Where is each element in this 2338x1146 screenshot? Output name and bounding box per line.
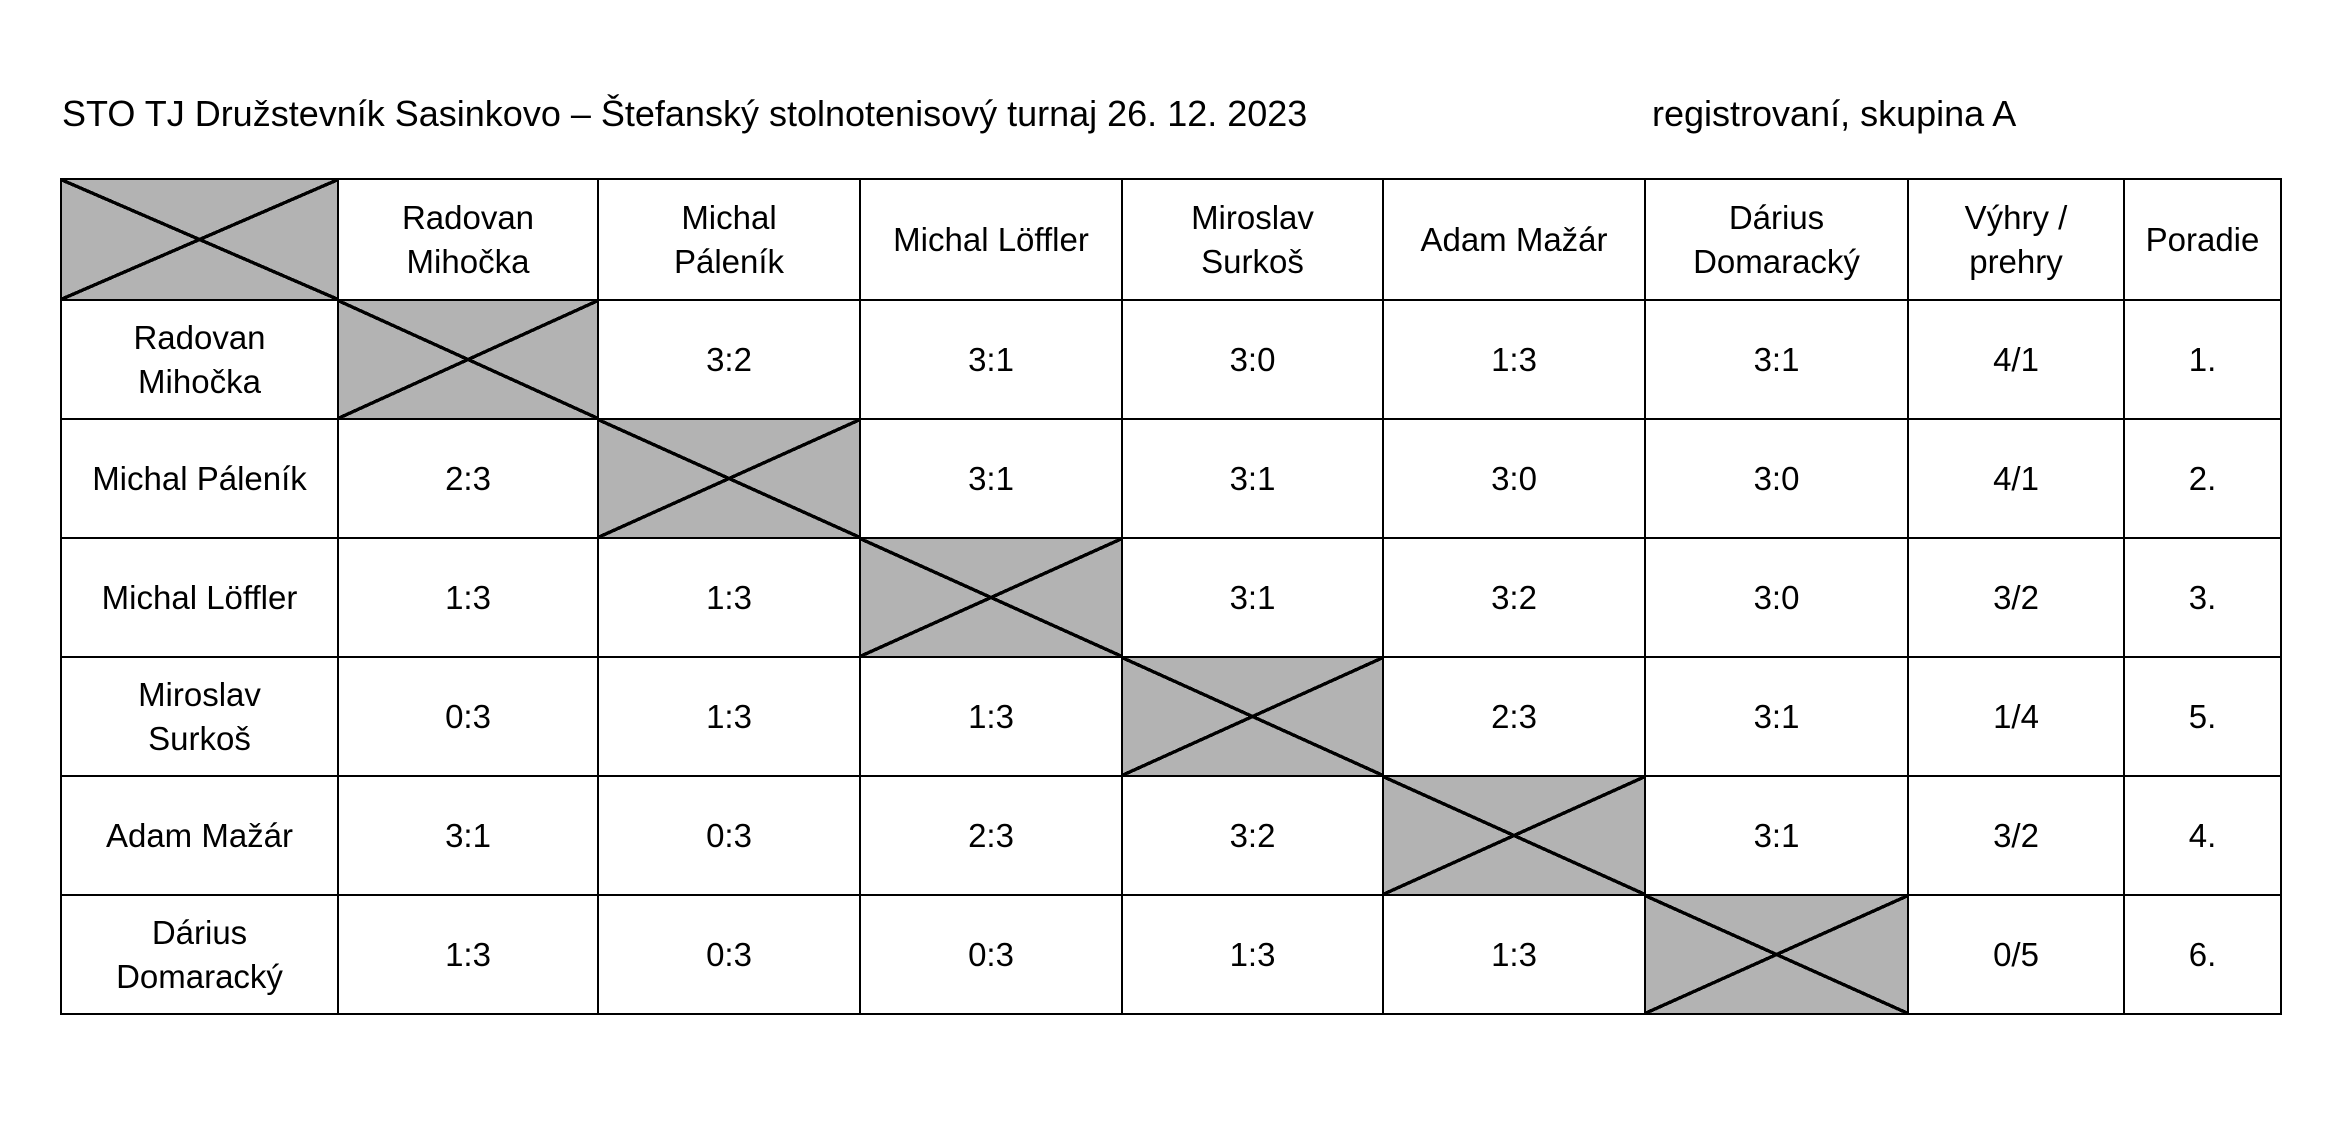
record-cell: 3/2 — [1907, 537, 2125, 658]
score-cell: 3:1 — [859, 418, 1123, 539]
score-cell: 3:2 — [1382, 537, 1646, 658]
score-cell: 2:3 — [337, 418, 599, 539]
player-name-cell: Michal Páleník — [60, 418, 339, 539]
record-cell: 4/1 — [1907, 418, 2125, 539]
score-cell: 3:1 — [1644, 299, 1909, 420]
score-cell: 3:0 — [1121, 299, 1384, 420]
score-cell: 1:3 — [1382, 894, 1646, 1015]
column-header-surkos: Miroslav Surkoš — [1121, 178, 1384, 301]
table-row: Michal Páleník 2:3 3:1 3:1 3:0 3:0 4/1 2… — [60, 418, 2282, 539]
score-cell: 1:3 — [597, 537, 861, 658]
score-cell: 1:3 — [597, 656, 861, 777]
column-header-loffler: Michal Löffler — [859, 178, 1123, 301]
diagonal-self-cell — [1382, 775, 1646, 896]
rank-cell: 2. — [2123, 418, 2282, 539]
diagonal-self-cell — [1121, 656, 1384, 777]
score-cell: 3:1 — [337, 775, 599, 896]
column-header-mazar: Adam Mažár — [1382, 178, 1646, 301]
column-header-palenik: Michal Páleník — [597, 178, 861, 301]
header-row: Radovan Mihočka Michal Páleník Michal Lö… — [60, 178, 2282, 301]
rank-cell: 6. — [2123, 894, 2282, 1015]
record-cell: 0/5 — [1907, 894, 2125, 1015]
player-name-cell: Radovan Mihočka — [60, 299, 339, 420]
player-name-cell: Adam Mažár — [60, 775, 339, 896]
table-row: Miroslav Surkoš 0:3 1:3 1:3 2:3 3:1 1/4 … — [60, 656, 2282, 777]
table-row: Michal Löffler 1:3 1:3 3:1 3:2 3:0 3/2 3… — [60, 537, 2282, 658]
player-name-cell: Dárius Domaracký — [60, 894, 339, 1015]
rank-cell: 3. — [2123, 537, 2282, 658]
diagonal-self-cell — [597, 418, 861, 539]
score-cell: 3:1 — [1644, 775, 1909, 896]
rank-cell: 1. — [2123, 299, 2282, 420]
score-cell: 3:0 — [1644, 418, 1909, 539]
record-cell: 3/2 — [1907, 775, 2125, 896]
column-header-domaracky: Dárius Domaracký — [1644, 178, 1909, 301]
score-cell: 3:1 — [1121, 537, 1384, 658]
results-table: Radovan Mihočka Michal Páleník Michal Lö… — [60, 178, 2282, 1015]
diagonal-self-cell — [1644, 894, 1909, 1015]
score-cell: 0:3 — [859, 894, 1123, 1015]
table-row: Adam Mažár 3:1 0:3 2:3 3:2 3:1 3/2 4. — [60, 775, 2282, 896]
score-cell: 0:3 — [597, 894, 861, 1015]
score-cell: 3:1 — [1121, 418, 1384, 539]
diagonal-self-cell — [859, 537, 1123, 658]
score-cell: 1:3 — [1121, 894, 1384, 1015]
score-cell: 3:1 — [859, 299, 1123, 420]
score-cell: 0:3 — [337, 656, 599, 777]
score-cell: 2:3 — [1382, 656, 1646, 777]
document-header: STO TJ Družstevník Sasinkovo – Štefanský… — [0, 92, 2338, 136]
column-header-rank: Poradie — [2123, 178, 2282, 301]
column-header-record: Výhry / prehry — [1907, 178, 2125, 301]
score-cell: 1:3 — [1382, 299, 1646, 420]
group-label: registrovaní, skupina A — [1652, 93, 2017, 134]
score-cell: 3:1 — [1644, 656, 1909, 777]
column-header-mihocka: Radovan Mihočka — [337, 178, 599, 301]
record-cell: 4/1 — [1907, 299, 2125, 420]
table-row: Radovan Mihočka 3:2 3:1 3:0 1:3 3:1 4/1 … — [60, 299, 2282, 420]
score-cell: 3:2 — [597, 299, 861, 420]
rank-cell: 4. — [2123, 775, 2282, 896]
player-name-cell: Miroslav Surkoš — [60, 656, 339, 777]
score-cell: 1:3 — [337, 894, 599, 1015]
page-title: STO TJ Družstevník Sasinkovo – Štefanský… — [62, 93, 1308, 134]
table-row: Dárius Domaracký 1:3 0:3 0:3 1:3 1:3 0/5… — [60, 894, 2282, 1015]
score-cell: 0:3 — [597, 775, 861, 896]
record-cell: 1/4 — [1907, 656, 2125, 777]
diagonal-self-cell — [337, 299, 599, 420]
player-name-cell: Michal Löffler — [60, 537, 339, 658]
score-cell: 1:3 — [859, 656, 1123, 777]
score-cell: 2:3 — [859, 775, 1123, 896]
diagonal-corner-cell — [60, 178, 339, 301]
score-cell: 3:0 — [1382, 418, 1646, 539]
score-cell: 3:0 — [1644, 537, 1909, 658]
rank-cell: 5. — [2123, 656, 2282, 777]
score-cell: 3:2 — [1121, 775, 1384, 896]
score-cell: 1:3 — [337, 537, 599, 658]
